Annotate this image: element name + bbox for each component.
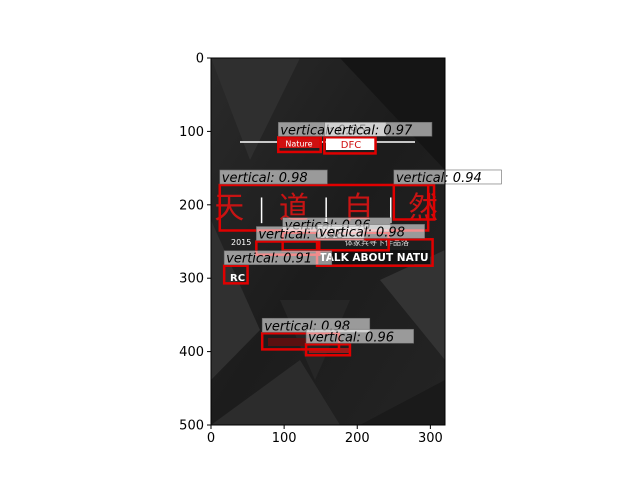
detection-label-bg (316, 223, 425, 239)
y-tick-label: 400 (179, 345, 204, 360)
detection-label-bg (324, 121, 433, 137)
x-tick-label: 200 (345, 431, 370, 446)
x-tick-label: 0 (207, 431, 215, 446)
y-tick-label: 300 (179, 272, 204, 287)
detection-label: vertical: 0.98 (319, 225, 405, 240)
poster-year: 2015 (231, 238, 251, 247)
detection-label: vertical: 0.94 (396, 171, 482, 186)
y-axis: 0 100 200 300 400 500 (179, 52, 211, 434)
detection-label: vertical: 0.91 (226, 252, 312, 267)
x-tick-label: 300 (418, 431, 443, 446)
y-tick-label: 500 (179, 419, 204, 434)
x-tick-label: 100 (272, 431, 297, 446)
detection-label-bg (393, 169, 502, 185)
detection-label-bg (219, 169, 328, 185)
detection-label: vertical: 0.98 (222, 171, 308, 186)
poster-image: Nature DFC 天道自然 2015 体家宾寻卞作品洛 TALK ABOUT… (211, 58, 445, 425)
detection-label: vertical: 0.97 (326, 123, 413, 138)
poster-brand-right: DFC (341, 140, 361, 151)
y-tick-label: 100 (179, 125, 204, 140)
detection-box (222, 264, 249, 285)
detection-label: vertical: 0.96 (308, 330, 394, 345)
x-axis: 0 100 200 300 (207, 425, 443, 446)
detection-box (323, 136, 377, 155)
poster-talk-line: TALK ABOUT NATU (319, 252, 428, 264)
detection-label-bg (305, 328, 414, 344)
y-tick-label: 200 (179, 198, 204, 213)
poster-subtitle: 体家宾寻卞作品洛 (345, 237, 409, 247)
detection-label-bg (223, 250, 333, 266)
plot-frame (210, 57, 446, 426)
poster-brand-left: Nature (285, 140, 312, 149)
detection-box (277, 136, 322, 154)
detection-box (392, 183, 436, 221)
detection-box (304, 343, 352, 357)
poster-small-mark: RC (230, 273, 245, 284)
y-tick-label: 0 (196, 52, 204, 67)
